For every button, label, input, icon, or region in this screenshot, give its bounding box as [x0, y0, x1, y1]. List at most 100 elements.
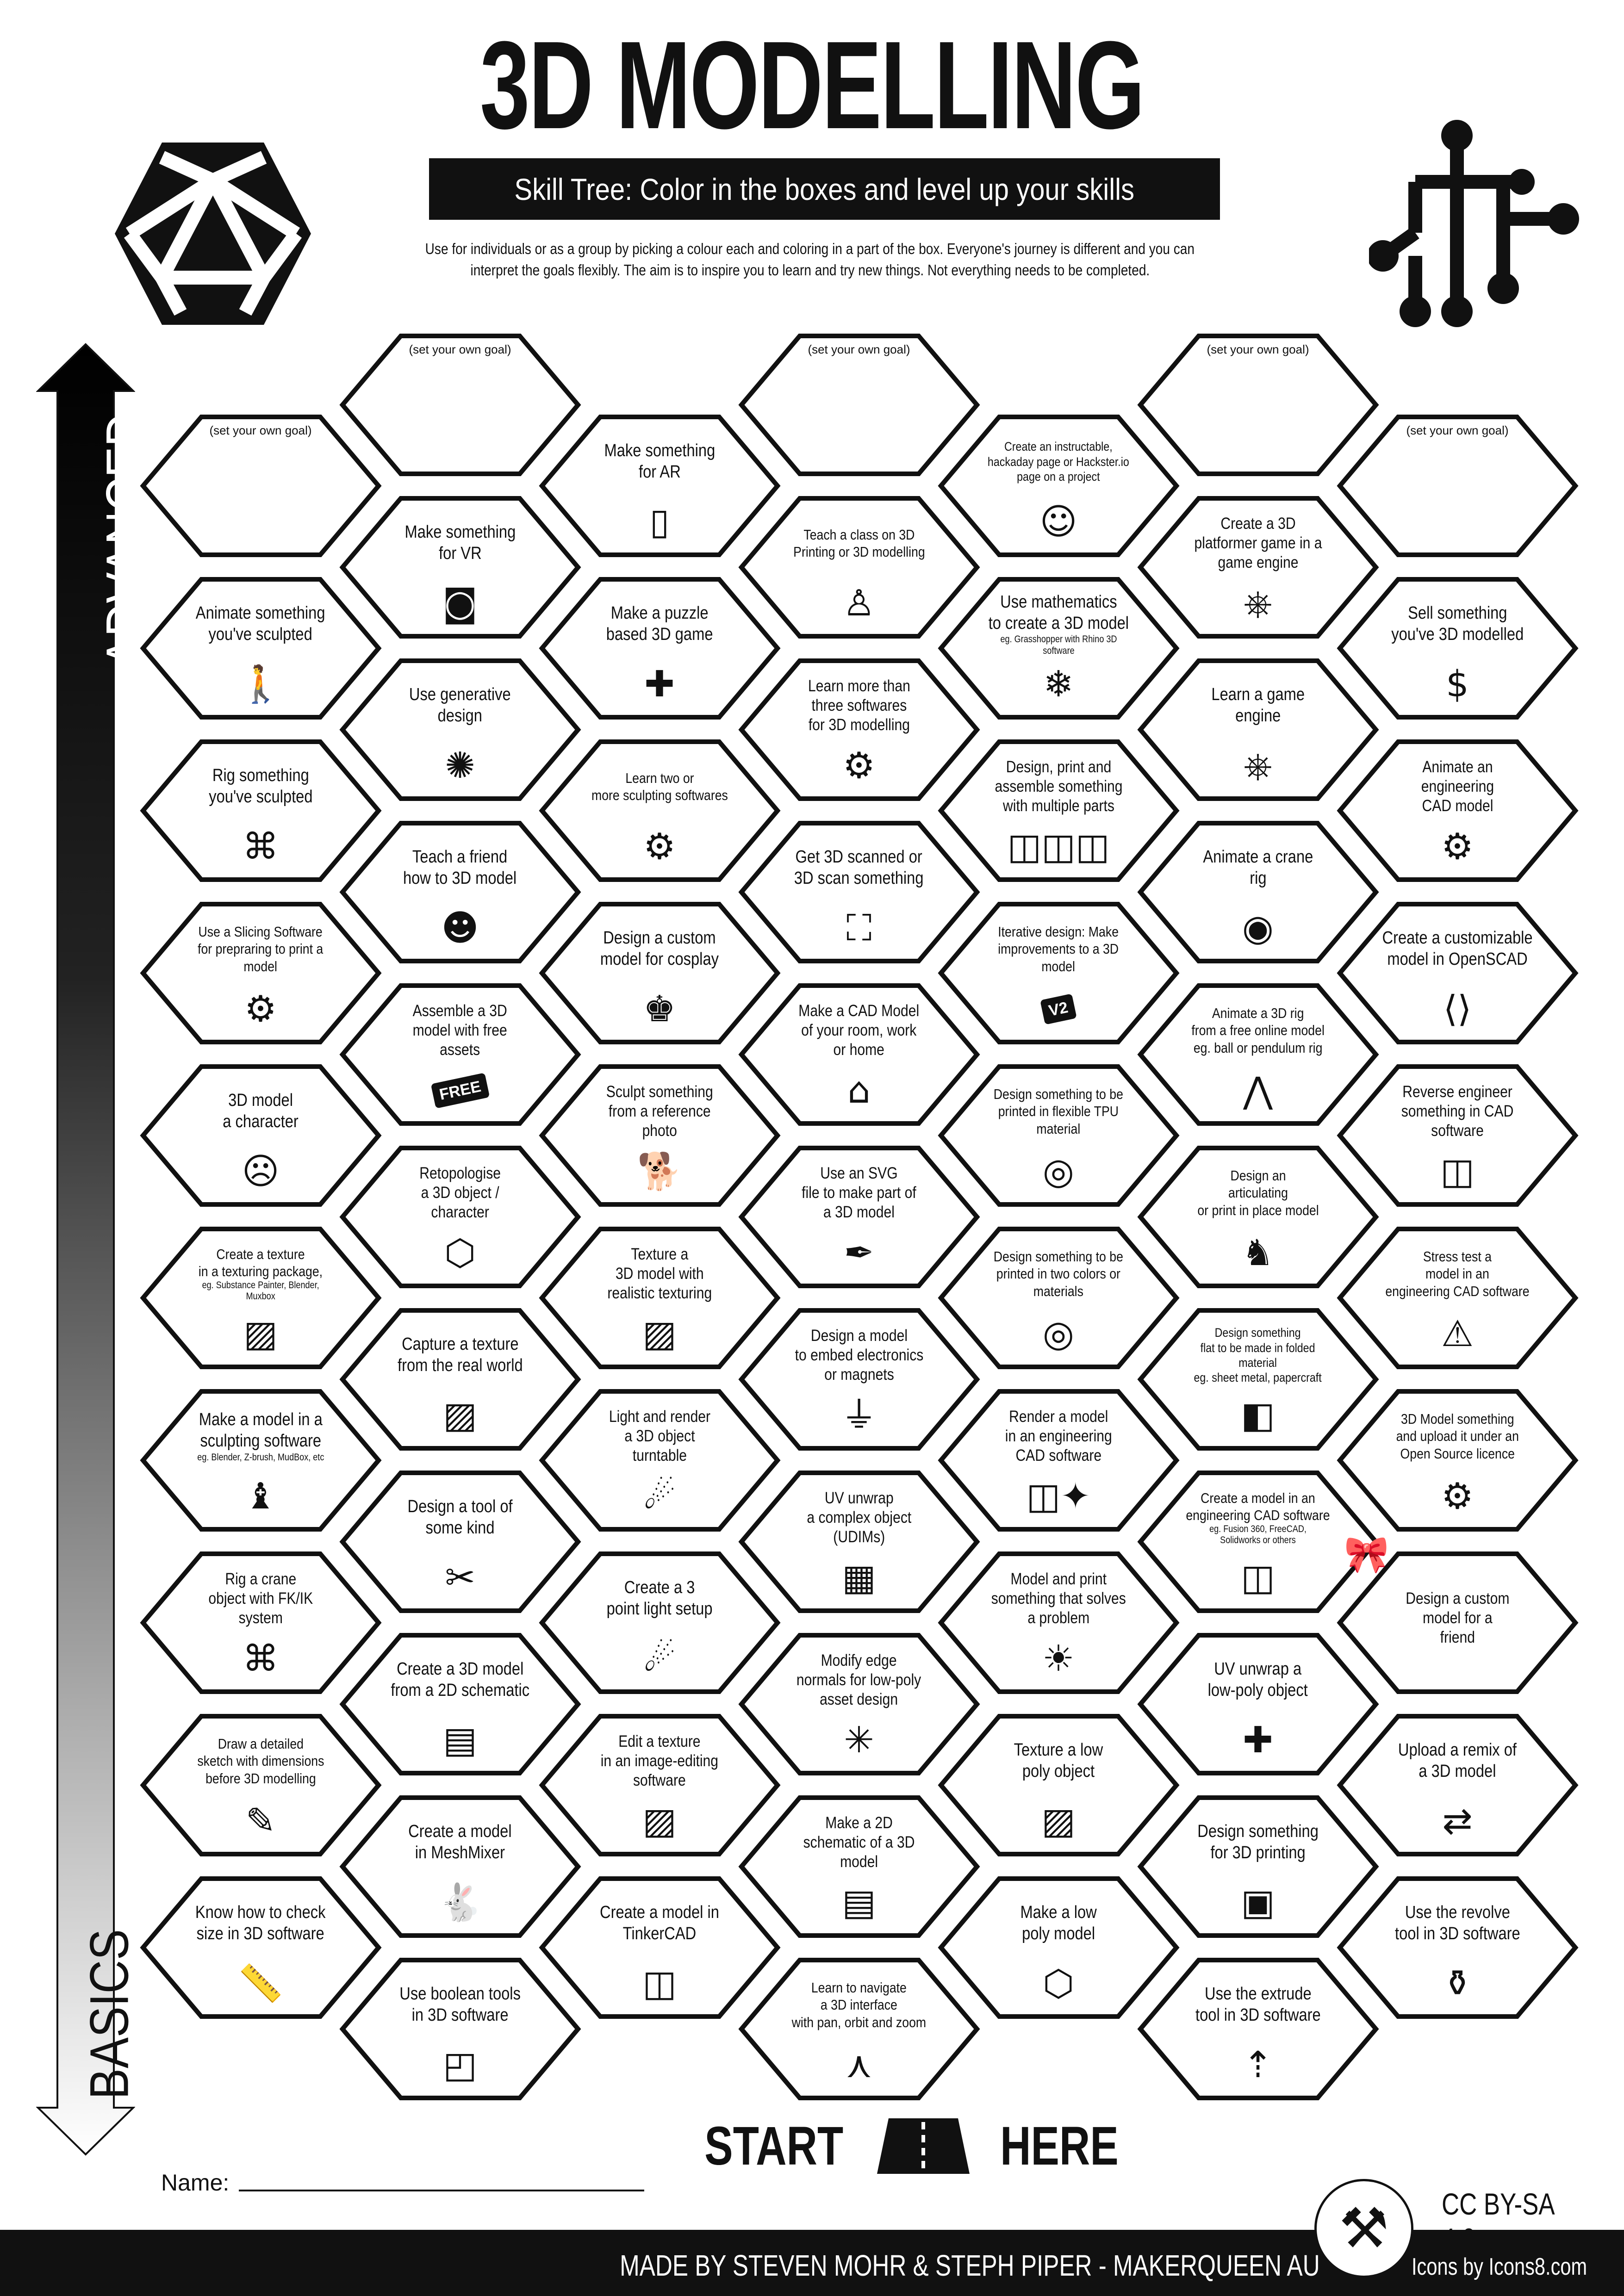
skill-hex[interactable]: 3D Model something and upload it under a… — [1336, 1389, 1579, 1532]
skill-hex[interactable]: Know how to check size in 3D software 📏 — [139, 1876, 382, 2019]
skill-hex[interactable]: Reverse engineer something in CAD softwa… — [1336, 1064, 1579, 1207]
icon-badge-text: V2 — [1040, 993, 1077, 1025]
goal-placeholder: (set your own goal) — [808, 342, 910, 356]
filament-icon: ◎ — [1042, 1150, 1075, 1192]
skill-hex[interactable]: Model and print something that solves a … — [937, 1551, 1180, 1694]
skill-hex[interactable]: Use boolean tools in 3D software ◰ — [339, 1957, 581, 2101]
skill-hex[interactable]: Create a model in MeshMixer 🐇 — [339, 1795, 581, 1938]
skill-hex[interactable]: Sculpt something from a reference photo 🐕 — [538, 1064, 781, 1207]
skill-hex[interactable]: Learn more than three softwares for 3D m… — [738, 658, 980, 801]
skill-label: Animate an engineering CAD model — [1421, 758, 1494, 815]
skill-hex[interactable]: Light and render a 3D object turntable ☄ — [538, 1389, 781, 1532]
name-field[interactable] — [239, 2190, 644, 2191]
hexagon-outline — [937, 739, 1180, 882]
skill-hex[interactable]: Learn to navigate a 3D interface with pa… — [738, 1957, 980, 2101]
skill-hex[interactable]: Design, print and assemble something wit… — [937, 739, 1180, 882]
skill-hex[interactable]: Make a puzzle based 3D game ✚ — [538, 577, 781, 720]
skill-label: UV unwrap a low-poly object — [1207, 1659, 1308, 1700]
skill-hex[interactable]: Use mathematics to create a 3D model eg. … — [937, 577, 1180, 720]
skill-text: Animate something you've sculpted — [172, 590, 349, 659]
skill-hex[interactable]: Draw a detailed sketch with dimensions b… — [139, 1713, 382, 1857]
skill-hex[interactable]: Design a model to embed electronics or m… — [738, 1308, 980, 1451]
skill-hex[interactable]: Stress test a model in an engineering CA… — [1336, 1226, 1579, 1370]
skill-hex[interactable]: Design something flat to be made in fold… — [1137, 1308, 1379, 1451]
skill-hex[interactable]: Design something to be printed in two co… — [937, 1226, 1180, 1370]
skill-hex[interactable]: Create an instructable, hackaday page or… — [937, 414, 1180, 558]
skill-hex[interactable]: Make a CAD Model of your room, work or h… — [738, 983, 980, 1126]
skill-hex[interactable]: Rig a crane object with FK/IK system ⌘ — [139, 1551, 382, 1694]
skill-hex[interactable]: Learn two or more sculpting softwares ⚙ — [538, 739, 781, 882]
skill-hex[interactable]: Texture a 3D model with realistic textur… — [538, 1226, 781, 1370]
skill-hex[interactable]: Create a 3D platformer game in a game en… — [1137, 496, 1379, 639]
skill-text: Create a 3 point light setup — [571, 1564, 748, 1633]
gear-icon: ⚙ — [1441, 1475, 1474, 1517]
skill-hex-custom-goal[interactable]: (set your own goal) — [339, 333, 581, 477]
skill-hex-custom-goal[interactable]: (set your own goal) — [738, 333, 980, 477]
brain-icon: ✺ — [445, 745, 475, 787]
skill-hex-custom-goal[interactable]: (set your own goal) — [1137, 333, 1379, 477]
skill-hex[interactable]: Use the extrude tool in 3D software ⇡ — [1137, 1957, 1379, 2101]
skill-hex[interactable]: Design something for 3D printing ▣ — [1137, 1795, 1379, 1938]
skill-hex[interactable]: Make a 2D schematic of a 3D model ▤ — [738, 1795, 980, 1938]
skill-label: Create a 3 point light setup — [606, 1578, 713, 1619]
hexagon-outline — [1137, 1633, 1379, 1775]
skill-label: Design an articulating or print in place… — [1197, 1167, 1319, 1218]
skill-hex[interactable]: Rig something you've sculpted ⌘ — [139, 739, 382, 882]
skill-hex[interactable]: Upload a remix of a 3D model ⇄ — [1336, 1713, 1579, 1857]
skill-hex[interactable]: Design an articulating or print in place… — [1137, 1145, 1379, 1289]
skill-hex[interactable]: Sell something you've 3D modelled $ — [1336, 577, 1579, 720]
skill-hex[interactable]: UV unwrap a complex object (UDIMs) ▦ — [738, 1470, 980, 1613]
skill-hex[interactable]: Make something for VR ◙ — [339, 496, 581, 639]
skill-hex[interactable]: Render a model in an engineering CAD sof… — [937, 1389, 1180, 1532]
skill-hex[interactable]: Animate a 3D rig from a free online mode… — [1137, 983, 1379, 1126]
skill-hex[interactable]: Texture a low poly object ▨ — [937, 1713, 1180, 1857]
skill-hex[interactable]: Create a texture in a texturing package,… — [139, 1226, 382, 1370]
skill-hex[interactable]: Design a custom model for a friend 🎀 — [1336, 1537, 1579, 1694]
skill-hex[interactable]: Animate an engineering CAD model ⚙ — [1336, 739, 1579, 882]
skill-label: 3D model a character — [223, 1091, 299, 1131]
skill-text: Create a model in an engineering CAD sof… — [1170, 1483, 1347, 1552]
skill-hex[interactable]: Learn a game engine ⎈ — [1137, 658, 1379, 801]
skill-hex[interactable]: Modify edge normals for low-poly asset d… — [738, 1632, 980, 1776]
skill-hex[interactable]: Use the revolve tool in 3D software ⚱ — [1336, 1876, 1579, 2019]
skill-hex[interactable]: Create a 3D model from a 2D schematic ▤ — [339, 1632, 581, 1776]
teacher-icon: ♙ — [843, 582, 875, 624]
skill-hex[interactable]: Make a model in a sculpting software eg. … — [139, 1389, 382, 1532]
skill-hex[interactable]: Use generative design ✺ — [339, 658, 581, 801]
skill-text: Teach a class on 3D Printing or 3D model… — [771, 509, 948, 578]
skill-hex-custom-goal[interactable]: (set your own goal) — [139, 414, 382, 558]
lightbulb-icon: ☀ — [1042, 1638, 1075, 1680]
skill-hex[interactable]: Make a low poly model ⬡ — [937, 1876, 1180, 2019]
skill-hex[interactable]: Design a custom model for cosplay ♚ — [538, 901, 781, 1045]
skill-text: Use the revolve tool in 3D software — [1369, 1889, 1546, 1958]
skill-hex[interactable]: Animate something you've sculpted 🚶 — [139, 577, 382, 720]
skill-hex[interactable]: Assemble a 3D model with free assets FREE — [339, 983, 581, 1126]
skill-hex[interactable]: Edit a texture in an image-editing softw… — [538, 1713, 781, 1857]
skill-label: Create a model in TinkerCAD — [600, 1903, 719, 1943]
skill-hex[interactable]: Make something for AR ▯ — [538, 414, 781, 558]
skill-hex[interactable]: Get 3D scanned or 3D scan something ⛶ — [738, 820, 980, 964]
skill-hex[interactable]: Teach a class on 3D Printing or 3D model… — [738, 496, 980, 639]
folded-sheet-icon: ◧ — [1241, 1394, 1275, 1436]
skill-hex[interactable]: 3D model a character ☹ — [139, 1064, 382, 1207]
skill-hex[interactable]: Create a 3 point light setup ☄ — [538, 1551, 781, 1694]
skill-hex[interactable]: Design a tool of some kind ✂ — [339, 1470, 581, 1613]
rig-icon: ⌘ — [243, 1638, 279, 1680]
hexagon-outline — [1336, 1389, 1579, 1532]
skill-hex[interactable]: Create a model in an engineering CAD sof… — [1137, 1470, 1379, 1613]
skill-hex[interactable]: UV unwrap a low-poly object ✚ — [1137, 1632, 1379, 1776]
skill-hex[interactable]: Use a Slicing Software for prepraring to… — [139, 901, 382, 1045]
skill-hex[interactable]: Animate a crane rig ◉ — [1137, 820, 1379, 964]
skill-label: Texture a 3D model with realistic textur… — [607, 1245, 712, 1302]
skill-hex[interactable]: Create a model in TinkerCAD ◫ — [538, 1876, 781, 2019]
skill-hex[interactable]: Design something to be printed in flexib… — [937, 1064, 1180, 1207]
skill-hex[interactable]: Iterative design: Make improvements to a… — [937, 901, 1180, 1045]
skill-hex-custom-goal[interactable]: (set your own goal) — [1336, 414, 1579, 558]
skill-label: Rig a crane object with FK/IK system — [208, 1570, 313, 1627]
skill-hex[interactable]: Retopologise a 3D object / character ⬡ — [339, 1145, 581, 1289]
skill-hex[interactable]: Teach a friend how to 3D model ☻ — [339, 820, 581, 964]
skill-hex[interactable]: Create a customizable model in OpenSCAD ⟨… — [1336, 901, 1579, 1045]
hexagon-outline — [139, 1389, 382, 1532]
skill-hex[interactable]: Use an SVG file to make part of a 3D mod… — [738, 1145, 980, 1289]
skill-hex[interactable]: Capture a texture from the real world ▨ — [339, 1308, 581, 1451]
